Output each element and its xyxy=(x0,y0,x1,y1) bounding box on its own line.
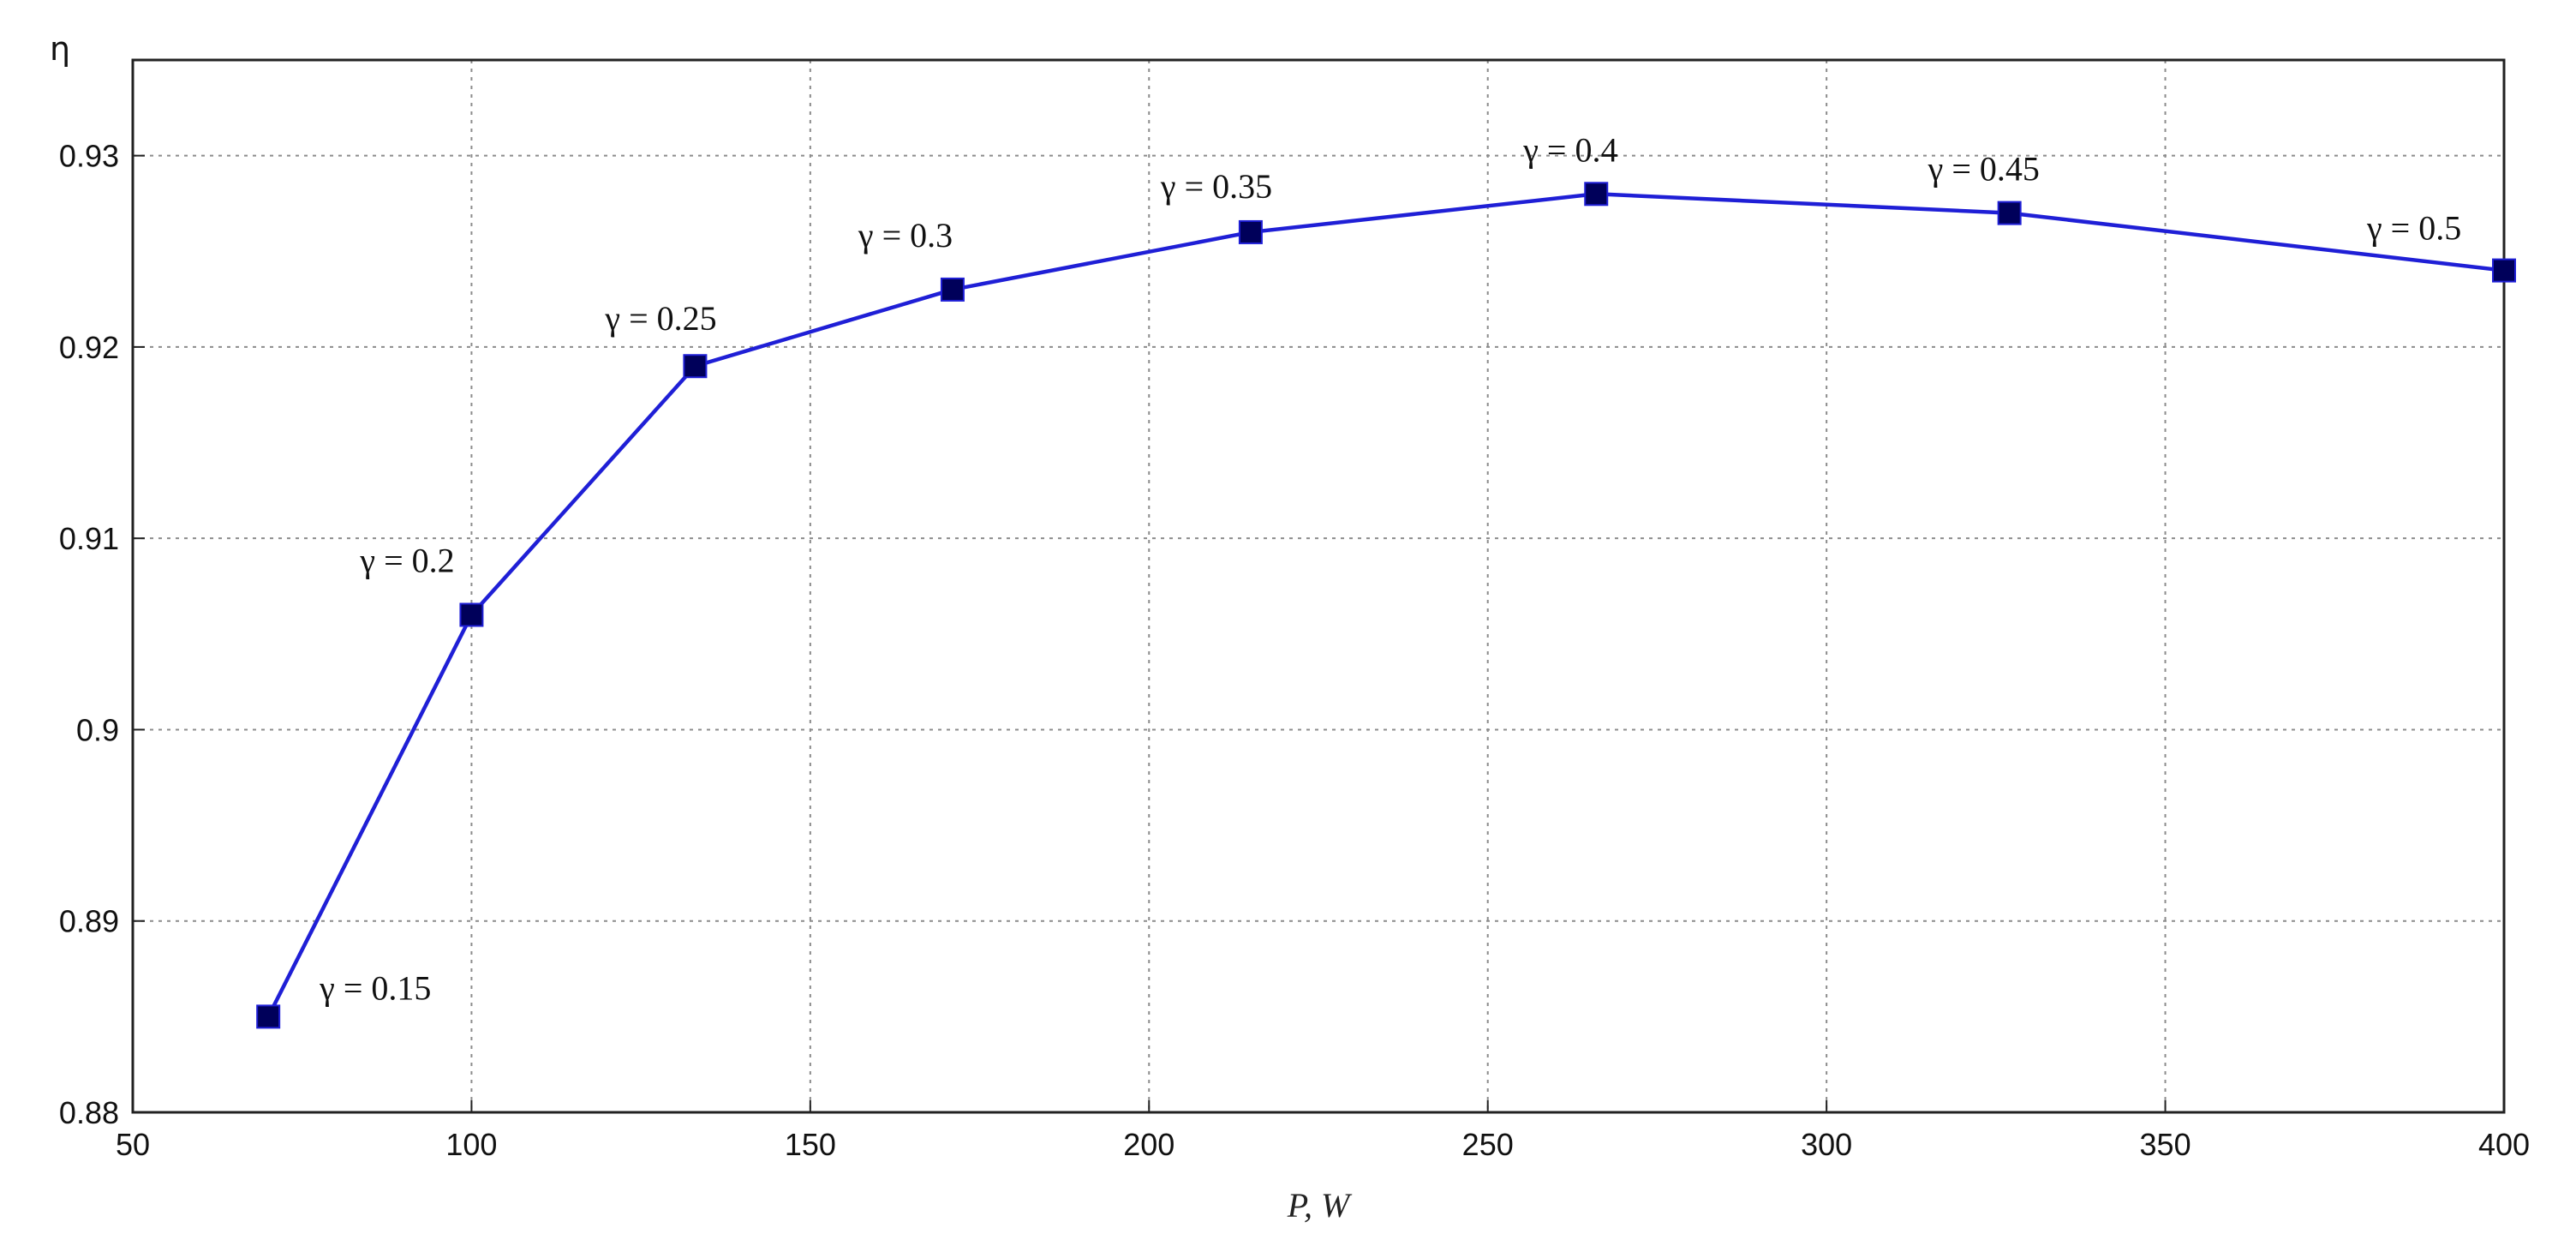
y-tick-label: 0.93 xyxy=(59,139,119,174)
data-point-label: γ = 0.45 xyxy=(1928,150,2040,189)
data-point-label: γ = 0.5 xyxy=(2366,209,2461,248)
plot-frame xyxy=(131,58,2506,1114)
data-point-marker xyxy=(1238,219,1263,244)
x-tick-label: 300 xyxy=(1801,1127,1852,1162)
data-point-label: γ = 0.15 xyxy=(319,968,431,1007)
y-tick-label: 0.88 xyxy=(59,1095,119,1130)
data-point-label: γ = 0.3 xyxy=(858,216,953,255)
data-point-marker xyxy=(1997,201,2022,225)
tick-labels: 50 100 150 200 250 300 350 400 0.88 0.89 0.9 0.91 0.… xyxy=(59,139,2530,1162)
x-tick-label: 250 xyxy=(1462,1127,1514,1162)
series-layer xyxy=(256,182,2516,1029)
data-point-marker xyxy=(940,277,965,302)
x-tick-label: 150 xyxy=(785,1127,836,1162)
x-tick-label: 400 xyxy=(2478,1127,2530,1162)
data-point-marker xyxy=(2492,258,2516,283)
x-tick-label: 200 xyxy=(1123,1127,1174,1162)
x-tick-label: 100 xyxy=(445,1127,497,1162)
data-point-label: γ = 0.2 xyxy=(359,541,454,579)
gridlines xyxy=(133,60,2504,1112)
series-line xyxy=(266,192,2505,1018)
y-axis-label: η xyxy=(50,30,70,68)
data-point-marker xyxy=(459,602,484,627)
data-point-marker xyxy=(256,1004,281,1029)
x-tick-label: 350 xyxy=(2140,1127,2191,1162)
y-tick-label: 0.89 xyxy=(59,904,119,939)
point-annotations: γ = 0.15 γ = 0.2 γ = 0.25 γ = 0.3 γ = 0.35 γ … xyxy=(319,130,2461,1007)
x-axis-label: P, W xyxy=(1287,1186,1353,1225)
data-point-label: γ = 0.4 xyxy=(1522,130,1617,169)
y-tick-label: 0.91 xyxy=(59,521,119,556)
y-tick-label: 0.9 xyxy=(76,712,119,747)
data-point-marker xyxy=(1584,182,1609,207)
y-tick-label: 0.92 xyxy=(59,330,119,365)
data-point-label: γ = 0.35 xyxy=(1160,167,1272,206)
x-tick-label: 50 xyxy=(116,1127,150,1162)
data-point-label: γ = 0.25 xyxy=(604,299,716,338)
data-point-marker xyxy=(683,354,708,379)
